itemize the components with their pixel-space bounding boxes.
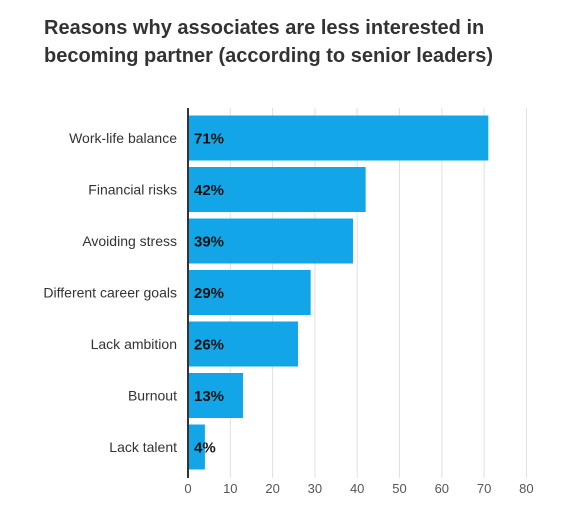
x-tick-label: 80 xyxy=(519,481,533,496)
category-label: Lack talent xyxy=(109,439,177,455)
category-label: Burnout xyxy=(128,388,177,404)
x-tick-label: 20 xyxy=(265,481,279,496)
x-tick-label: 60 xyxy=(435,481,449,496)
data-label: 42% xyxy=(194,182,224,199)
bar xyxy=(188,115,489,161)
bar xyxy=(188,321,298,367)
bar xyxy=(188,270,311,315)
category-label: Lack ambition xyxy=(91,336,177,352)
data-label: 71% xyxy=(194,131,224,148)
chart-title: Reasons why associates are less interest… xyxy=(44,17,493,67)
x-tick-label: 30 xyxy=(308,481,322,496)
bar xyxy=(188,167,366,212)
x-tick-label: 70 xyxy=(477,481,491,496)
bar xyxy=(188,218,353,264)
x-axis-ticks: 0 10 20 30 40 50 60 70 80 xyxy=(184,481,533,496)
x-tick-label: 0 xyxy=(184,481,191,496)
data-label: 39% xyxy=(194,234,224,251)
x-tick-label: 40 xyxy=(350,481,364,496)
data-labels: 71% 42% 39% 29% 26% 13% 4% xyxy=(194,131,224,457)
data-label: 13% xyxy=(194,388,224,405)
bar xyxy=(188,424,205,470)
x-tick-label: 50 xyxy=(392,481,406,496)
category-labels: Work-life balance Financial risks Avoiding… xyxy=(43,130,177,455)
category-label: Avoiding stress xyxy=(82,233,177,249)
x-tick-label: 10 xyxy=(223,481,237,496)
bars xyxy=(188,115,489,470)
data-label: 29% xyxy=(194,285,224,302)
bar xyxy=(188,373,243,418)
category-label: Financial risks xyxy=(88,182,177,198)
category-label: Different career goals xyxy=(43,285,177,301)
category-label: Work-life balance xyxy=(69,130,177,146)
data-label: 4% xyxy=(194,440,216,457)
data-label: 26% xyxy=(194,337,224,354)
